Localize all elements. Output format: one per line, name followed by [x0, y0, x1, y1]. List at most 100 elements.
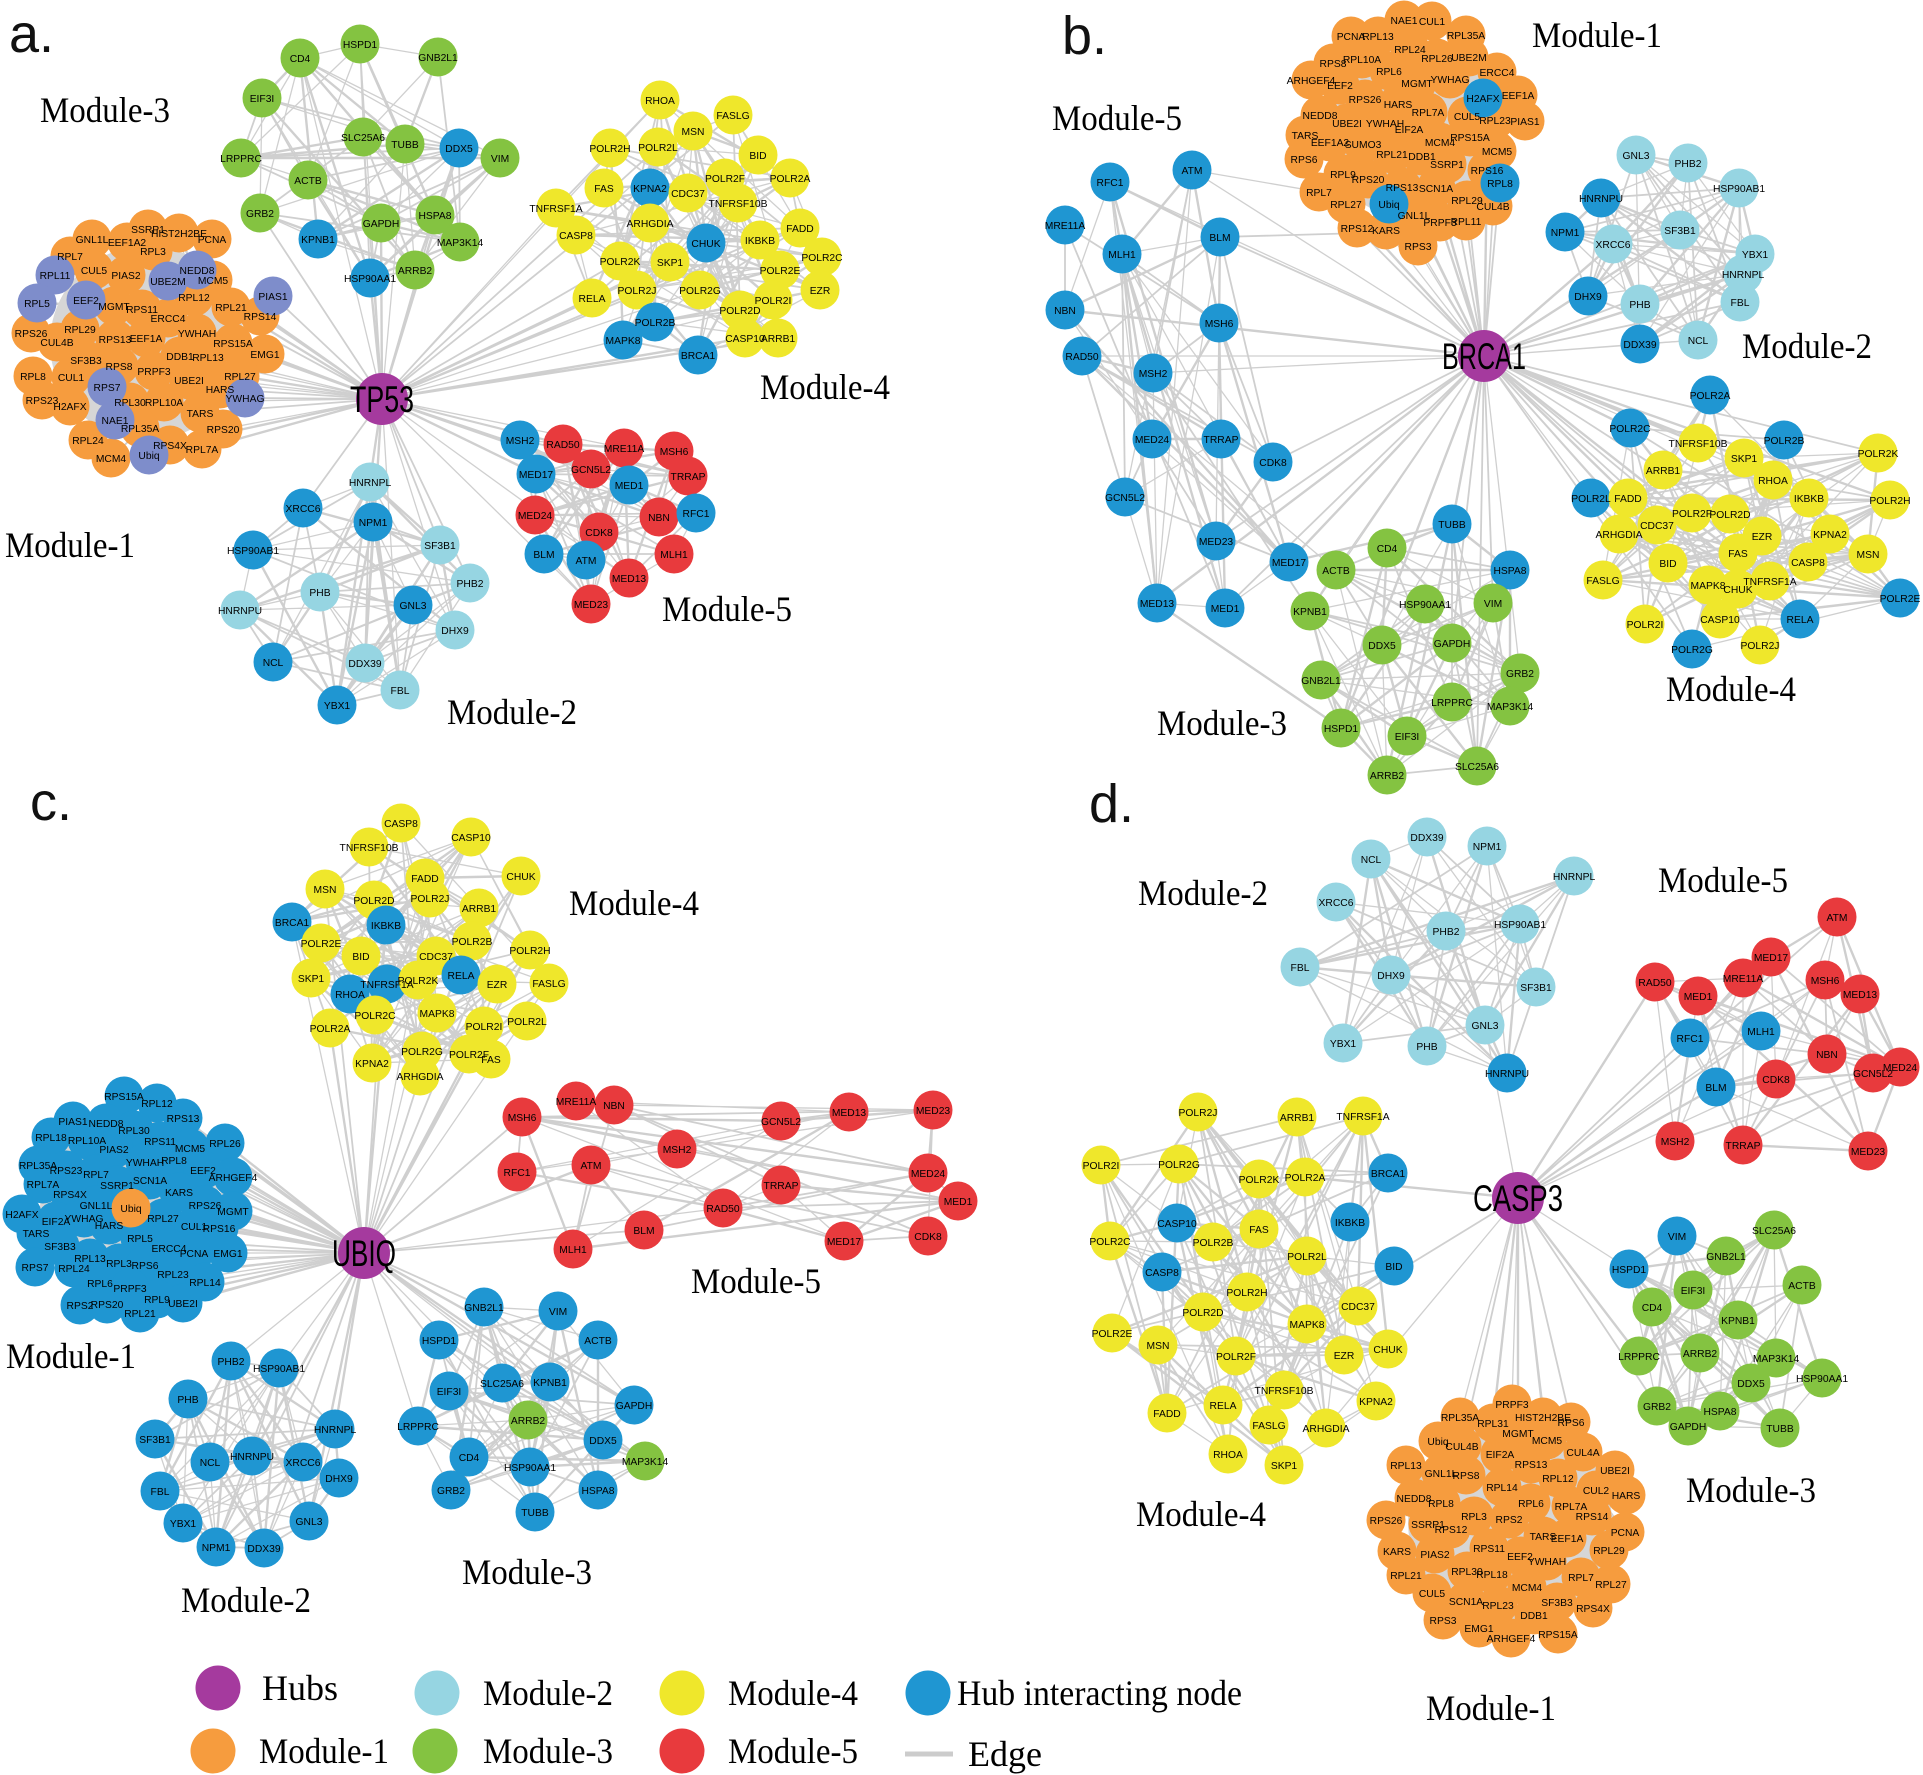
- svg-text:POLR2C: POLR2C: [801, 253, 843, 264]
- svg-text:MCM4: MCM4: [1512, 1583, 1543, 1594]
- svg-text:Module-2: Module-2: [181, 1580, 311, 1620]
- svg-text:RPS14: RPS14: [244, 312, 277, 323]
- svg-text:ARHGEF4: ARHGEF4: [209, 1173, 258, 1184]
- svg-text:EIF2A: EIF2A: [1395, 125, 1424, 136]
- svg-text:CUL4B: CUL4B: [1445, 1442, 1478, 1453]
- svg-text:HSPA8: HSPA8: [581, 1486, 614, 1497]
- svg-text:BLM: BLM: [633, 1226, 654, 1237]
- svg-text:CASP10: CASP10: [451, 833, 491, 844]
- svg-text:PCNA: PCNA: [180, 1249, 209, 1260]
- svg-text:CUL4A: CUL4A: [1566, 1448, 1599, 1459]
- svg-text:GRB2: GRB2: [437, 1486, 465, 1497]
- svg-text:RPL27: RPL27: [1330, 200, 1362, 211]
- svg-text:RPS20: RPS20: [1352, 175, 1385, 186]
- svg-text:RPL21: RPL21: [1376, 150, 1408, 161]
- svg-text:RPS6: RPS6: [1291, 155, 1318, 166]
- svg-text:RPL35A: RPL35A: [19, 1161, 57, 1172]
- svg-text:POLR2I: POLR2I: [755, 296, 792, 307]
- svg-text:KARS: KARS: [1372, 226, 1400, 237]
- svg-text:MSH6: MSH6: [1811, 976, 1840, 987]
- svg-text:RPL27: RPL27: [1595, 1580, 1627, 1591]
- svg-text:RPL7: RPL7: [57, 252, 83, 263]
- svg-text:BRCA1: BRCA1: [1371, 1169, 1406, 1180]
- svg-text:Module-1: Module-1: [6, 1336, 136, 1376]
- svg-text:ARRB1: ARRB1: [1646, 466, 1681, 477]
- svg-text:GNL1L: GNL1L: [76, 235, 109, 246]
- svg-text:Module-2: Module-2: [447, 692, 577, 732]
- svg-text:POLR2I: POLR2I: [1083, 1161, 1120, 1172]
- svg-text:RPL12: RPL12: [178, 293, 210, 304]
- svg-text:SKP1: SKP1: [657, 258, 684, 269]
- svg-text:NAE1: NAE1: [102, 416, 129, 427]
- svg-text:POLR2B: POLR2B: [1764, 436, 1805, 447]
- svg-text:RPS26: RPS26: [1349, 95, 1382, 106]
- svg-text:EZR: EZR: [487, 980, 508, 991]
- svg-text:TRRAP: TRRAP: [764, 1181, 799, 1192]
- svg-text:UBIQ: UBIQ: [332, 1233, 396, 1274]
- svg-text:RPL18: RPL18: [1476, 1570, 1508, 1581]
- svg-text:SF3B3: SF3B3: [1541, 1598, 1573, 1609]
- svg-text:RAD50: RAD50: [706, 1204, 739, 1215]
- svg-text:RPL30: RPL30: [1451, 1567, 1483, 1578]
- svg-text:POLR2C: POLR2C: [354, 1011, 396, 1022]
- svg-text:PHB: PHB: [1629, 300, 1650, 311]
- svg-text:BID: BID: [749, 151, 766, 162]
- svg-text:RELA: RELA: [1210, 1401, 1237, 1412]
- svg-text:MAP3K14: MAP3K14: [1487, 702, 1534, 713]
- svg-text:GNL3: GNL3: [296, 1517, 323, 1528]
- svg-text:FADD: FADD: [411, 874, 438, 885]
- svg-text:PHB2: PHB2: [218, 1357, 245, 1368]
- svg-text:c.: c.: [30, 772, 72, 832]
- svg-text:KPNB1: KPNB1: [1293, 607, 1327, 618]
- svg-text:MED23: MED23: [574, 600, 609, 611]
- svg-text:H2AFX: H2AFX: [5, 1210, 38, 1221]
- svg-text:Module-2: Module-2: [483, 1673, 613, 1713]
- svg-text:PIAS2: PIAS2: [99, 1145, 128, 1156]
- svg-text:RPL5: RPL5: [24, 299, 50, 310]
- svg-text:POLR2G: POLR2G: [1158, 1160, 1200, 1171]
- svg-text:HNRNPU: HNRNPU: [218, 606, 262, 617]
- svg-text:BID: BID: [1385, 1262, 1402, 1273]
- svg-text:RPS26: RPS26: [189, 1201, 222, 1212]
- svg-text:SF3B3: SF3B3: [44, 1242, 76, 1253]
- svg-text:MRE11A: MRE11A: [1045, 221, 1086, 232]
- svg-text:POLR2I: POLR2I: [466, 1022, 503, 1033]
- svg-text:POLR2E: POLR2E: [1092, 1329, 1133, 1340]
- svg-text:MCM5: MCM5: [198, 276, 229, 287]
- svg-text:POLR2E: POLR2E: [301, 939, 342, 950]
- svg-text:YBX1: YBX1: [170, 1519, 197, 1530]
- svg-text:CDC37: CDC37: [1341, 1302, 1375, 1313]
- svg-text:MED1: MED1: [1684, 992, 1713, 1003]
- svg-text:RPS26: RPS26: [1370, 1516, 1403, 1527]
- svg-text:LRPPRC: LRPPRC: [1618, 1352, 1660, 1363]
- svg-text:FAS: FAS: [594, 184, 614, 195]
- svg-text:RELA: RELA: [1787, 615, 1814, 626]
- svg-text:FASLG: FASLG: [532, 979, 565, 990]
- svg-text:MSH6: MSH6: [508, 1113, 537, 1124]
- svg-text:RPS7: RPS7: [22, 1263, 49, 1274]
- svg-text:FBL: FBL: [391, 686, 410, 697]
- svg-text:RFC1: RFC1: [683, 509, 710, 520]
- svg-text:TNFRSF1A: TNFRSF1A: [529, 204, 582, 215]
- svg-text:RPL24: RPL24: [1394, 45, 1426, 56]
- svg-text:GRB2: GRB2: [1506, 669, 1534, 680]
- svg-text:MSH6: MSH6: [660, 447, 689, 458]
- svg-text:GRB2: GRB2: [1643, 1402, 1671, 1413]
- svg-text:XRCC6: XRCC6: [1319, 898, 1354, 909]
- svg-text:RPS4X: RPS4X: [153, 441, 187, 452]
- svg-text:FAS: FAS: [1728, 549, 1748, 560]
- svg-text:RPS20: RPS20: [207, 425, 240, 436]
- svg-text:XRCC6: XRCC6: [1596, 240, 1631, 251]
- svg-text:RPL21: RPL21: [215, 303, 247, 314]
- svg-text:KPNB1: KPNB1: [301, 235, 335, 246]
- svg-text:NCL: NCL: [1361, 855, 1382, 866]
- svg-text:ATM: ATM: [1182, 166, 1203, 177]
- svg-text:MAPK8: MAPK8: [1691, 581, 1726, 592]
- svg-text:RPL23: RPL23: [1479, 116, 1511, 127]
- svg-text:RPL30: RPL30: [114, 398, 146, 409]
- svg-text:RPS3: RPS3: [1405, 242, 1432, 253]
- svg-text:HSPA8: HSPA8: [418, 211, 451, 222]
- svg-text:PHB: PHB: [309, 588, 330, 599]
- svg-text:UBE2I: UBE2I: [1332, 119, 1362, 130]
- svg-text:RPS8: RPS8: [1453, 1471, 1480, 1482]
